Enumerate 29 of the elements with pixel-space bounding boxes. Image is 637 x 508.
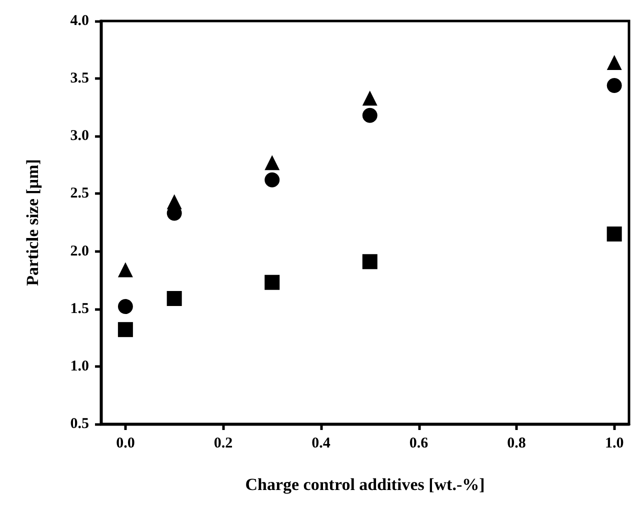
point: [606, 78, 622, 93]
point: [118, 299, 133, 314]
y-axis-title: Particle size [µm]: [23, 159, 42, 286]
point: [362, 108, 378, 123]
y-tick-label: 4.0: [70, 13, 89, 29]
y-tick-label: 3.5: [70, 70, 89, 87]
point: [264, 155, 280, 170]
x-tick-label: 0.8: [507, 436, 526, 452]
x-axis-title: Charge control additives [wt.-%]: [245, 475, 485, 494]
y-tick-label: 2.0: [70, 243, 89, 260]
x-tick-label: 0.0: [116, 436, 135, 452]
x-tick-label: 1.0: [604, 436, 624, 452]
y-tick-label: 1.0: [70, 358, 89, 374]
point: [362, 90, 378, 106]
point: [166, 290, 182, 306]
x-tick-label: 0.2: [214, 436, 233, 452]
y-tick-label: 0.5: [70, 416, 89, 432]
point: [118, 322, 133, 338]
point: [118, 262, 133, 278]
y-tick-label: 2.5: [70, 186, 89, 202]
y-tick-label: 3.0: [70, 128, 89, 144]
x-tick-label: 0.6: [409, 436, 429, 452]
point: [362, 254, 378, 270]
point: [606, 54, 622, 70]
point: [264, 274, 280, 290]
point: [264, 172, 280, 188]
y-tick-label: 1.5: [70, 300, 89, 317]
point: [606, 226, 622, 242]
x-tick-label: 0.4: [312, 436, 331, 452]
